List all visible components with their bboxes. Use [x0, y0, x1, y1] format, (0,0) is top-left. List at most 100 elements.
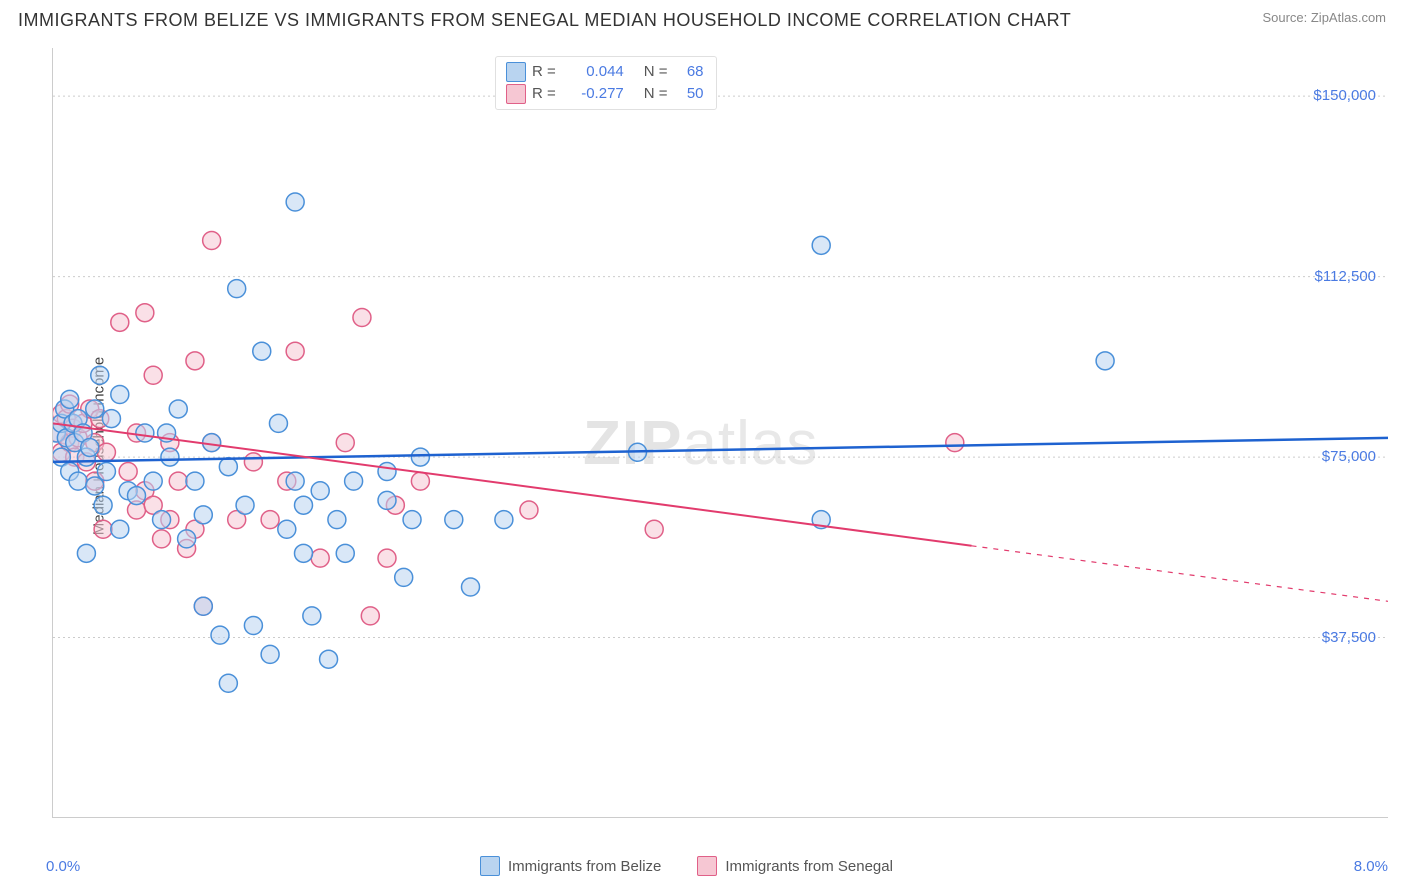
scatter-point [378, 463, 396, 481]
scatter-point [81, 438, 99, 456]
scatter-point [303, 607, 321, 625]
scatter-point [286, 342, 304, 360]
scatter-point [94, 496, 112, 514]
scatter-point [645, 520, 663, 538]
r-label: R = [532, 83, 556, 105]
series-swatch [506, 62, 526, 82]
legend-item: Immigrants from Belize [480, 856, 661, 876]
scatter-point [244, 617, 262, 635]
y-tick-label: $75,000 [1322, 448, 1376, 465]
scatter-point [261, 511, 279, 529]
scatter-point [336, 544, 354, 562]
scatter-point [286, 472, 304, 490]
scatter-point [144, 472, 162, 490]
n-label: N = [644, 61, 668, 83]
scatter-point [194, 597, 212, 615]
scatter-point [236, 496, 254, 514]
x-axis-min-label: 0.0% [46, 858, 80, 875]
scatter-point [194, 506, 212, 524]
scatter-point [169, 400, 187, 418]
n-value: 50 [674, 83, 704, 105]
scatter-point [378, 491, 396, 509]
plot-area: ZIPatlas [52, 48, 1388, 818]
scatter-point [178, 530, 196, 548]
scatter-point [269, 414, 287, 432]
scatter-point [219, 674, 237, 692]
scatter-point [278, 520, 296, 538]
scatter-point [495, 511, 513, 529]
scatter-point [86, 400, 104, 418]
series-swatch [506, 84, 526, 104]
scatter-point [203, 232, 221, 250]
correlation-stats-panel: R =0.044N =68R =-0.277N =50 [495, 56, 717, 110]
y-tick-label: $112,500 [1315, 268, 1376, 285]
scatter-point [119, 463, 137, 481]
legend-item: Immigrants from Senegal [697, 856, 893, 876]
r-value: -0.277 [562, 83, 624, 105]
regression-line-extrap [972, 546, 1389, 602]
scatter-point [97, 463, 115, 481]
scatter-point [228, 280, 246, 298]
scatter-point [136, 424, 154, 442]
y-tick-label: $37,500 [1322, 629, 1376, 646]
stats-row: R =0.044N =68 [506, 61, 704, 83]
scatter-point [128, 487, 146, 505]
scatter-point [69, 472, 87, 490]
source-attribution: Source: ZipAtlas.com [1262, 10, 1386, 25]
scatter-point [153, 530, 171, 548]
scatter-point [353, 309, 371, 327]
scatter-point [169, 472, 187, 490]
scatter-point [97, 443, 115, 461]
series-swatch [480, 856, 500, 876]
scatter-point [361, 607, 379, 625]
scatter-point [211, 626, 229, 644]
scatter-point [345, 472, 363, 490]
chart-container: IMMIGRANTS FROM BELIZE VS IMMIGRANTS FRO… [0, 0, 1406, 892]
header: IMMIGRANTS FROM BELIZE VS IMMIGRANTS FRO… [0, 0, 1406, 36]
scatter-point [311, 549, 329, 567]
scatter-point [203, 434, 221, 452]
legend-label: Immigrants from Senegal [725, 858, 893, 875]
scatter-point [946, 434, 964, 452]
scatter-point [520, 501, 538, 519]
series-swatch [697, 856, 717, 876]
legend-label: Immigrants from Belize [508, 858, 661, 875]
n-label: N = [644, 83, 668, 105]
bottom-legend: Immigrants from Belize Immigrants from Se… [480, 856, 893, 876]
scatter-point [320, 650, 338, 668]
scatter-point [111, 520, 129, 538]
scatter-point [295, 544, 313, 562]
scatter-point [153, 511, 171, 529]
scatter-point [111, 386, 129, 404]
chart-title: IMMIGRANTS FROM BELIZE VS IMMIGRANTS FRO… [18, 10, 1071, 31]
scatter-point [111, 313, 129, 331]
scatter-point [1096, 352, 1114, 370]
scatter-point [186, 472, 204, 490]
scatter-point [186, 352, 204, 370]
scatter-point [86, 477, 104, 495]
scatter-point [328, 511, 346, 529]
x-axis-max-label: 8.0% [1354, 858, 1388, 875]
scatter-point [77, 544, 95, 562]
r-value: 0.044 [562, 61, 624, 83]
r-label: R = [532, 61, 556, 83]
scatter-point [812, 236, 830, 254]
scatter-point [219, 458, 237, 476]
scatter-point [286, 193, 304, 211]
scatter-point [144, 366, 162, 384]
scatter-point [295, 496, 313, 514]
scatter-point [244, 453, 262, 471]
scatter-point [136, 304, 154, 322]
scatter-point [462, 578, 480, 596]
scatter-point [261, 645, 279, 663]
scatter-point [336, 434, 354, 452]
scatter-point [311, 482, 329, 500]
scatter-point [378, 549, 396, 567]
scatter-point [445, 511, 463, 529]
scatter-point [411, 448, 429, 466]
scatter-point [61, 390, 79, 408]
scatter-point [253, 342, 271, 360]
scatter-point [161, 448, 179, 466]
scatter-point [411, 472, 429, 490]
stats-row: R = -0.277 N = 50 [506, 83, 704, 105]
